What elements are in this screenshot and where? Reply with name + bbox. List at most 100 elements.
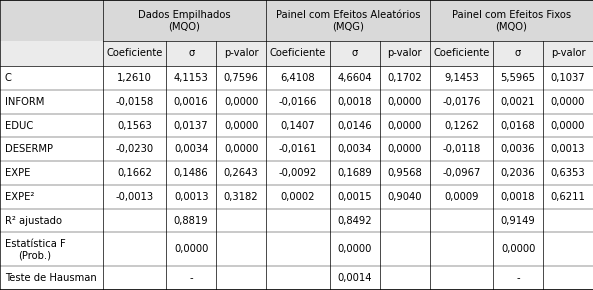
Text: 4,6604: 4,6604 bbox=[337, 73, 372, 83]
Text: 0,0034: 0,0034 bbox=[337, 144, 372, 154]
Bar bbox=[429, 66, 493, 90]
Bar bbox=[0, 66, 103, 90]
Bar bbox=[429, 114, 493, 137]
Bar bbox=[266, 41, 330, 66]
Bar bbox=[493, 161, 543, 185]
Text: 4,1153: 4,1153 bbox=[174, 73, 209, 83]
Text: 0,8819: 0,8819 bbox=[174, 216, 209, 226]
Bar bbox=[216, 66, 266, 90]
Bar bbox=[330, 266, 380, 290]
Text: -0,0230: -0,0230 bbox=[115, 144, 154, 154]
Bar bbox=[380, 185, 429, 209]
Bar bbox=[543, 233, 593, 266]
Text: Painel com Efeitos Fixos
(MQO): Painel com Efeitos Fixos (MQO) bbox=[452, 10, 571, 31]
Bar bbox=[493, 233, 543, 266]
Bar bbox=[103, 41, 166, 66]
Text: 0,1037: 0,1037 bbox=[551, 73, 585, 83]
Text: 0,1662: 0,1662 bbox=[117, 168, 152, 178]
Bar bbox=[493, 114, 543, 137]
Text: C: C bbox=[5, 73, 12, 83]
Bar bbox=[493, 137, 543, 161]
Bar bbox=[103, 90, 166, 114]
Text: INFORM: INFORM bbox=[5, 97, 44, 107]
Text: 0,0018: 0,0018 bbox=[337, 97, 372, 107]
Text: 6,4108: 6,4108 bbox=[280, 73, 315, 83]
Bar bbox=[543, 161, 593, 185]
Text: 0,1407: 0,1407 bbox=[280, 121, 315, 130]
Bar bbox=[330, 185, 380, 209]
Bar bbox=[166, 209, 216, 233]
Bar bbox=[543, 90, 593, 114]
Text: -0,0158: -0,0158 bbox=[115, 97, 154, 107]
Bar bbox=[216, 41, 266, 66]
Text: 0,0009: 0,0009 bbox=[444, 192, 479, 202]
Text: 9,1453: 9,1453 bbox=[444, 73, 479, 83]
Bar bbox=[266, 114, 330, 137]
Text: 0,0000: 0,0000 bbox=[224, 121, 259, 130]
Bar bbox=[330, 90, 380, 114]
Text: 0,0000: 0,0000 bbox=[501, 244, 535, 254]
Text: p-valor: p-valor bbox=[551, 48, 585, 59]
Bar bbox=[266, 266, 330, 290]
Bar bbox=[216, 233, 266, 266]
Text: -: - bbox=[517, 273, 520, 283]
Text: 0,2036: 0,2036 bbox=[501, 168, 535, 178]
Bar bbox=[0, 185, 103, 209]
Text: Dados Empilhados
(MQO): Dados Empilhados (MQO) bbox=[138, 10, 231, 31]
Bar bbox=[216, 114, 266, 137]
Text: 0,0002: 0,0002 bbox=[280, 192, 315, 202]
Bar bbox=[330, 66, 380, 90]
Text: 0,6353: 0,6353 bbox=[551, 168, 585, 178]
Bar bbox=[266, 90, 330, 114]
Bar bbox=[216, 266, 266, 290]
Bar bbox=[216, 209, 266, 233]
Text: R² ajustado: R² ajustado bbox=[5, 216, 62, 226]
Bar bbox=[266, 209, 330, 233]
Bar bbox=[330, 137, 380, 161]
Bar bbox=[380, 66, 429, 90]
Text: Estatística F
(Prob.): Estatística F (Prob.) bbox=[5, 239, 65, 260]
Bar bbox=[429, 41, 493, 66]
Text: 5,5965: 5,5965 bbox=[500, 73, 535, 83]
Bar bbox=[429, 137, 493, 161]
Bar bbox=[429, 185, 493, 209]
Bar bbox=[543, 185, 593, 209]
Bar bbox=[493, 185, 543, 209]
Bar bbox=[380, 266, 429, 290]
Bar bbox=[493, 41, 543, 66]
Text: 0,0146: 0,0146 bbox=[337, 121, 372, 130]
Text: Coeficiente: Coeficiente bbox=[270, 48, 326, 59]
Bar bbox=[380, 114, 429, 137]
Bar bbox=[429, 161, 493, 185]
Text: 0,0018: 0,0018 bbox=[501, 192, 535, 202]
Text: 0,0000: 0,0000 bbox=[551, 121, 585, 130]
Text: -0,0176: -0,0176 bbox=[442, 97, 480, 107]
Bar bbox=[166, 233, 216, 266]
Text: 0,0016: 0,0016 bbox=[174, 97, 209, 107]
Text: σ: σ bbox=[188, 48, 195, 59]
Bar bbox=[543, 137, 593, 161]
Bar bbox=[0, 266, 103, 290]
Bar bbox=[0, 161, 103, 185]
Text: Coeficiente: Coeficiente bbox=[106, 48, 162, 59]
Bar bbox=[493, 266, 543, 290]
Text: 0,0013: 0,0013 bbox=[174, 192, 208, 202]
Text: 0,0034: 0,0034 bbox=[174, 144, 208, 154]
Bar bbox=[543, 41, 593, 66]
Text: 0,0000: 0,0000 bbox=[224, 97, 259, 107]
Bar bbox=[166, 185, 216, 209]
Bar bbox=[429, 266, 493, 290]
Bar bbox=[0, 114, 103, 137]
Bar bbox=[266, 66, 330, 90]
Bar bbox=[543, 266, 593, 290]
Text: 0,0000: 0,0000 bbox=[174, 244, 208, 254]
Bar bbox=[166, 114, 216, 137]
Text: p-valor: p-valor bbox=[387, 48, 422, 59]
Text: 0,0021: 0,0021 bbox=[501, 97, 535, 107]
Bar bbox=[166, 41, 216, 66]
Bar bbox=[166, 137, 216, 161]
Text: 0,3182: 0,3182 bbox=[224, 192, 259, 202]
Text: 0,0000: 0,0000 bbox=[387, 144, 422, 154]
Text: -0,0013: -0,0013 bbox=[115, 192, 154, 202]
Bar bbox=[543, 114, 593, 137]
